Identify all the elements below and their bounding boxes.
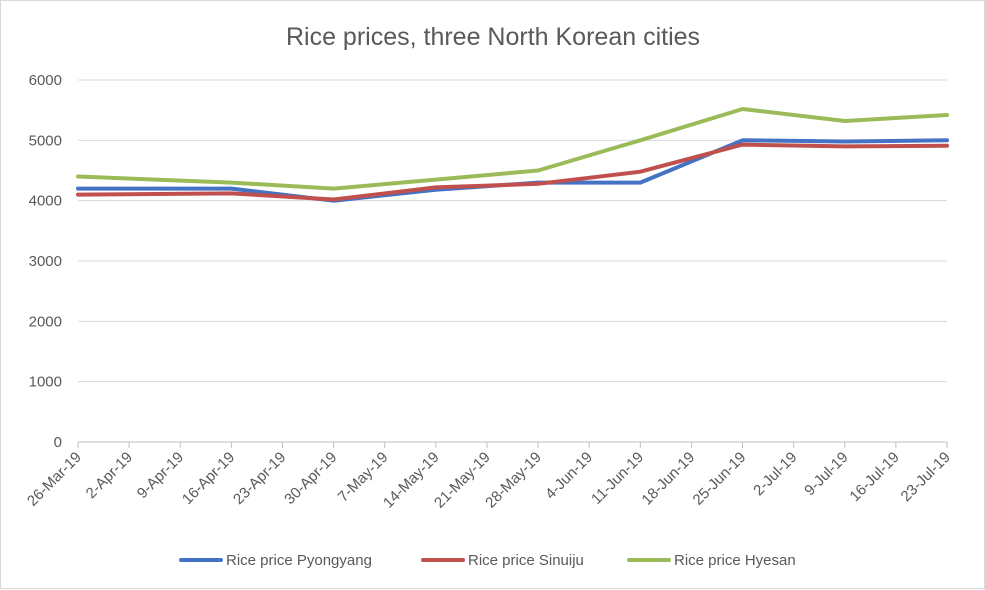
y-tick-label: 5000 [29,132,62,149]
y-tick-label: 0 [54,434,62,451]
chart-title: Rice prices, three North Korean cities [286,23,700,51]
x-tick-label: 2-Jul-19 [750,449,800,499]
x-tick-label: 25-Jun-19 [690,449,750,509]
x-axis-tick-labels: 26-Mar-192-Apr-199-Apr-1916-Apr-1923-Apr… [24,449,954,512]
legend-item: Rice price Hyesan [627,552,796,569]
x-axis [77,441,948,448]
legend-label: Rice price Hyesan [674,552,796,569]
legend-label: Rice price Sinuiju [468,552,584,569]
series-line-2 [76,142,949,202]
x-tick-label: 16-Jul-19 [846,449,902,505]
x-tick-label: 9-Apr-19 [134,449,187,502]
gridlines [78,79,947,383]
x-tick-label: 16-Apr-19 [179,449,238,508]
y-tick-label: 6000 [29,72,62,89]
y-tick-label: 1000 [29,374,62,391]
x-tick-label: 23-Jul-19 [898,449,954,505]
legend-label: Rice price Pyongyang [226,552,372,569]
legend: Rice price Pyongyang Rice price Sinuiju Ri… [179,552,796,569]
x-tick-label: 23-Apr-19 [230,449,289,508]
x-tick-label: 2-Apr-19 [83,449,136,502]
y-axis-tick-labels: 0 1000 2000 3000 4000 5000 6000 [29,72,62,451]
x-tick-label: 30-Apr-19 [281,449,340,508]
y-tick-label: 2000 [29,313,62,330]
x-tick-label: 9-Jul-19 [801,449,851,499]
x-tick-label: 11-Jun-19 [588,449,647,508]
x-tick-label: 28-May-19 [482,449,545,512]
x-tick-label: 26-Mar-19 [24,449,85,510]
series-lines [76,107,949,203]
y-tick-label: 4000 [29,193,62,210]
series-line-3 [76,107,949,191]
legend-item: Rice price Pyongyang [179,552,372,569]
y-tick-label: 3000 [29,253,62,270]
x-tick-label: 18-Jun-19 [638,449,698,509]
legend-item: Rice price Sinuiju [421,552,584,569]
